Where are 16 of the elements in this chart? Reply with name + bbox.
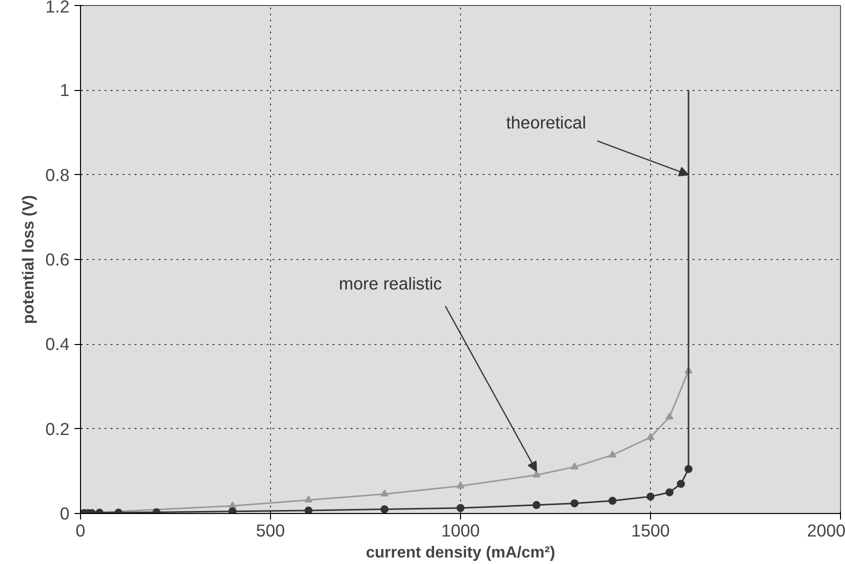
- y-tick-label: 1.2: [45, 0, 70, 16]
- y-tick-label: 0.2: [45, 418, 70, 439]
- x-tick-label: 1000: [441, 520, 480, 540]
- x-tick-label: 500: [256, 520, 285, 540]
- y-tick-label: 0.6: [45, 250, 70, 270]
- x-axis-title: current density (mA/cm²): [366, 544, 556, 562]
- annotation: more realistic: [338, 273, 442, 294]
- y-tick-label: 0: [60, 504, 70, 524]
- y-axis-title: potential loss (V): [20, 195, 38, 324]
- x-tick-label: 2000: [806, 520, 845, 540]
- y-tick-label: 1: [60, 80, 70, 100]
- y-tick-label: 0.8: [45, 164, 70, 185]
- x-tick-label: 1500: [631, 520, 670, 540]
- annotation: theoretical: [506, 112, 586, 132]
- x-tick-label: 0: [76, 520, 86, 540]
- y-tick-label: 0.4: [45, 334, 70, 354]
